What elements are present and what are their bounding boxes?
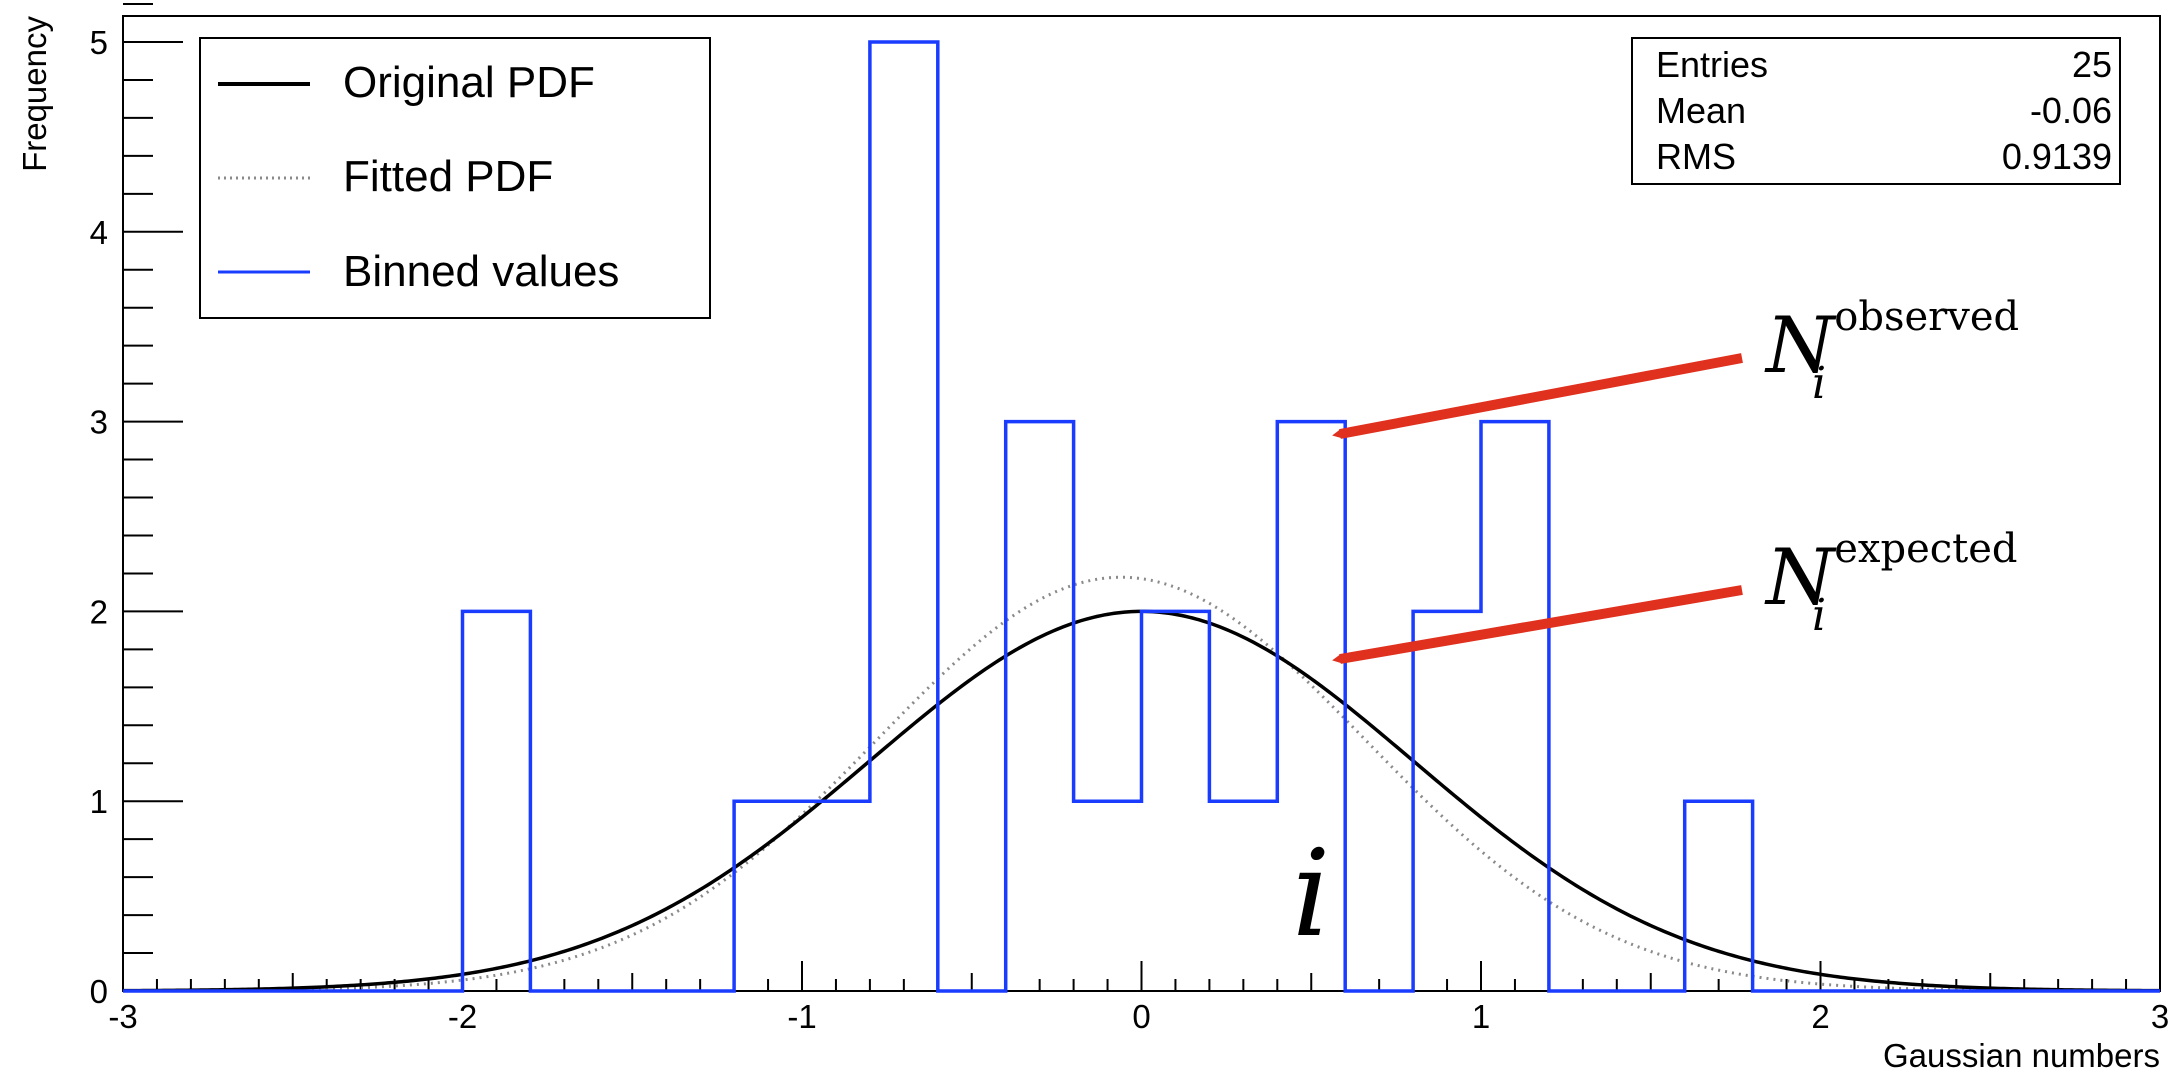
y-tick-label: 2: [90, 593, 108, 630]
histogram-bar: [463, 611, 531, 991]
stats-box-frame: [1631, 37, 2121, 185]
y-tick-label: 3: [90, 404, 108, 441]
annotation-observed: Nobserved i: [1332, 294, 2019, 439]
stats-box: Entries 25 Mean -0.06 RMS 0.9139: [1631, 37, 2121, 185]
annotation-label-observed: Nobserved: [1764, 294, 2019, 391]
annotation-observed-base: N: [1764, 301, 1837, 391]
stats-entries-label: Entries: [1656, 44, 1768, 85]
x-tick-label: 1: [1472, 998, 1490, 1035]
histogram-bar: [1685, 801, 1753, 991]
histogram-bar: [1209, 801, 1277, 991]
histogram-bar: [1142, 611, 1210, 991]
x-tick-label: 0: [1132, 998, 1150, 1035]
x-axis-ticks: [122, 961, 2161, 991]
stats-rms-value: 0.9139: [2002, 136, 2112, 177]
annotation-bin-index: i: [1292, 825, 1330, 964]
histogram-bar: [734, 801, 802, 991]
histogram-bar: [1481, 422, 1549, 991]
y-axis-label: Frequency: [16, 16, 53, 172]
annotation-observed-superscript: observed: [1834, 294, 2019, 340]
legend: Original PDF Fitted PDF Binned values: [199, 37, 711, 319]
x-tick-label: 2: [1811, 998, 1829, 1035]
stats-mean-label: Mean: [1656, 90, 1746, 131]
histogram-bar: [1006, 422, 1074, 991]
histogram-bar: [802, 801, 870, 991]
y-tick-label: 4: [90, 214, 108, 251]
legend-label-fitted-pdf: Fitted PDF: [343, 152, 553, 201]
annotation-arrow-observed: [1332, 353, 1743, 439]
legend-label-original-pdf: Original PDF: [343, 58, 595, 107]
y-tick-label: 1: [90, 783, 108, 820]
y-axis-tick-labels: 0 1 2 3 4 5: [90, 24, 108, 1010]
stats-entries-value: 25: [2072, 44, 2112, 85]
x-tick-label: -1: [787, 998, 816, 1035]
legend-label-binned-values: Binned values: [343, 247, 619, 296]
x-tick-label: -3: [108, 998, 137, 1035]
annotation-expected-subscript: i: [1812, 590, 1826, 641]
histogram-bar: [1074, 801, 1142, 991]
histogram-series: [123, 40, 2160, 993]
y-tick-label: 0: [90, 973, 108, 1010]
y-tick-label: 5: [90, 24, 108, 61]
annotation-expected-base: N: [1764, 533, 1837, 623]
histogram-bar: [870, 42, 938, 991]
x-axis-tick-labels: -3 -2 -1 0 1 2 3: [108, 998, 2169, 1035]
y-axis-ticks: [123, 3, 183, 992]
annotation-expected-superscript: expected: [1834, 526, 2017, 572]
annotation-observed-subscript: i: [1812, 358, 1826, 409]
annotation-arrow-expected: [1332, 585, 1743, 664]
x-axis-label: Gaussian numbers: [1883, 1037, 2160, 1074]
annotation-label-expected: Nexpected: [1764, 526, 2018, 623]
x-tick-label: 3: [2151, 998, 2169, 1035]
x-tick-label: -2: [448, 998, 477, 1035]
stats-rms-label: RMS: [1656, 136, 1736, 177]
stats-mean-value: -0.06: [2030, 90, 2112, 131]
histogram-bar: [1413, 611, 1481, 991]
annotation-expected: Nexpected i: [1332, 526, 2018, 664]
histogram-outline: [123, 40, 2160, 993]
